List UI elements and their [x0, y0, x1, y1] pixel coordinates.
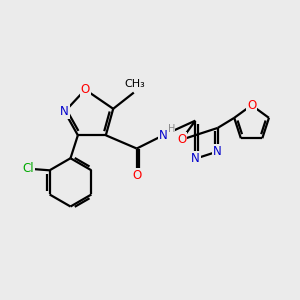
Text: H: H — [168, 124, 175, 134]
Text: Cl: Cl — [22, 162, 34, 175]
Text: O: O — [81, 83, 90, 96]
Text: N: N — [213, 145, 222, 158]
Text: O: O — [247, 99, 256, 112]
Text: N: N — [60, 105, 69, 118]
Text: N: N — [159, 129, 168, 142]
Text: CH₃: CH₃ — [124, 79, 145, 89]
Text: O: O — [177, 133, 186, 146]
Text: N: N — [191, 152, 200, 165]
Text: O: O — [132, 169, 141, 182]
